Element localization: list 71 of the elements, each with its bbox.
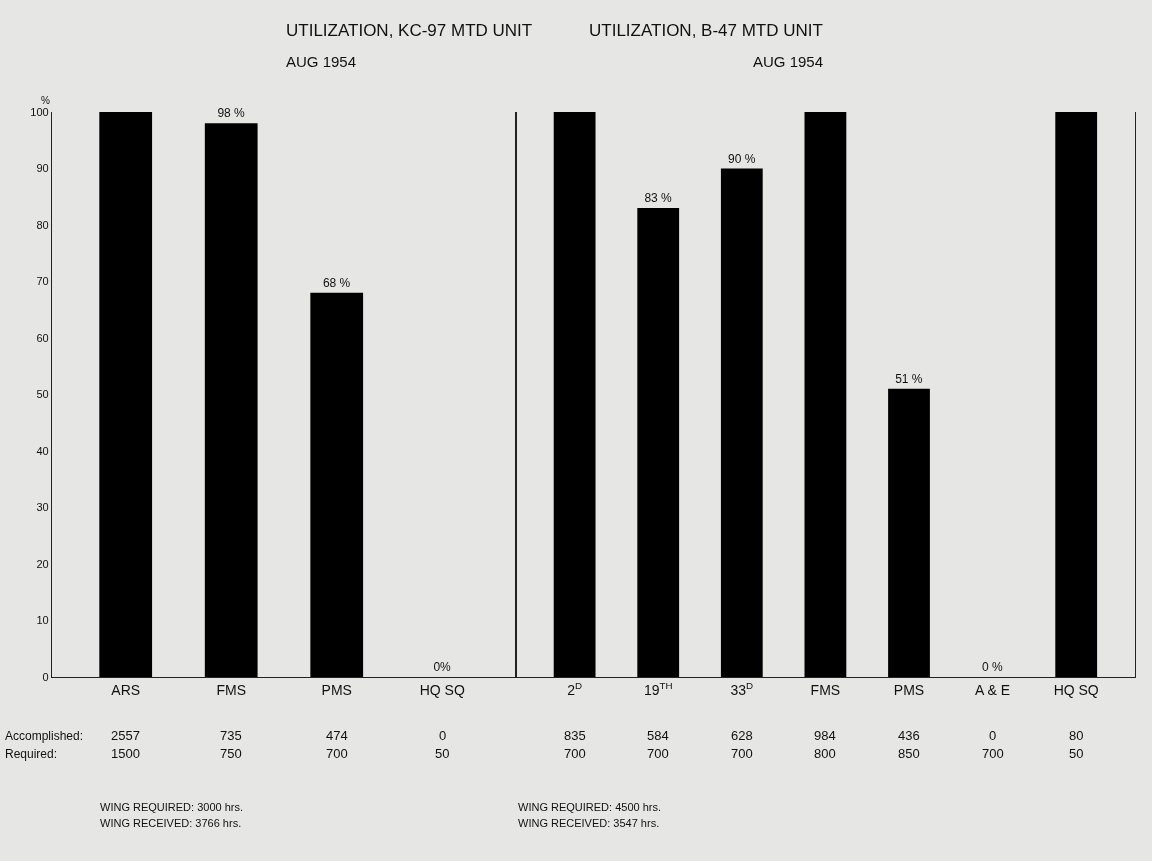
data-label: 98 % xyxy=(217,106,246,121)
data-label: 0 % xyxy=(982,660,1004,674)
text: Accomplished: xyxy=(5,729,84,743)
y-tick-label: 90 xyxy=(36,162,49,175)
bar xyxy=(637,208,680,677)
text: 0 xyxy=(989,728,997,743)
data-label: 51 % xyxy=(895,371,923,386)
x-tick-label: FMS xyxy=(216,681,246,698)
text: 584 xyxy=(647,728,669,743)
y-tick-label: 40 xyxy=(36,444,49,457)
x-tick-label: PMS xyxy=(893,681,925,698)
y-tick-label: 0 xyxy=(42,670,49,683)
x-tick-label: A & E xyxy=(975,681,1011,698)
x-tick-label: HQ SQ xyxy=(419,681,465,698)
text: 850 xyxy=(898,746,920,761)
text: 835 xyxy=(564,728,586,743)
text: 628 xyxy=(731,728,753,743)
y-tick-label: 60 xyxy=(36,331,49,344)
y-tick-label: 20 xyxy=(36,557,49,570)
text: 700 xyxy=(326,746,348,761)
text: WING REQUIRED: 3000 hrs. xyxy=(100,801,244,813)
bar xyxy=(553,112,596,677)
text: 474 xyxy=(326,728,348,743)
bar xyxy=(1055,112,1098,677)
text: 700 xyxy=(647,746,669,761)
y-tick-label: 100 xyxy=(30,105,49,118)
x-tick-label: 19$^{TH}$ xyxy=(643,679,673,698)
x-tick-label: FMS xyxy=(810,681,841,698)
bar xyxy=(804,112,847,677)
data-label: 83 % xyxy=(644,191,673,206)
text: 80 xyxy=(1069,728,1084,743)
text: WING RECEIVED: 3766 hrs. xyxy=(100,817,242,829)
x-tick-label: 2$^{D}$ xyxy=(567,679,583,698)
text: 436 xyxy=(898,728,920,743)
text: 700 xyxy=(982,746,1004,761)
y-tick-label: 70 xyxy=(36,275,49,288)
text: 700 xyxy=(564,746,586,761)
text: 700 xyxy=(731,746,753,761)
chart-subtitle: AUG 1954 xyxy=(753,53,824,70)
text: Required: xyxy=(5,747,58,761)
text: 50 xyxy=(1069,746,1084,761)
text: 0 xyxy=(439,728,447,743)
y-tick-label: 50 xyxy=(36,388,49,401)
chart-title: UTILIZATION, B-47 MTD UNIT xyxy=(589,21,823,40)
text: 2557 xyxy=(111,728,140,743)
bar xyxy=(888,388,930,677)
text: 800 xyxy=(814,746,836,761)
data-label: 90 % xyxy=(727,151,756,166)
text: WING REQUIRED: 4500 hrs. xyxy=(518,801,662,813)
text: 984 xyxy=(814,728,836,743)
x-tick-label: 33$^{D}$ xyxy=(730,679,754,698)
chart-title: UTILIZATION, KC-97 MTD UNIT xyxy=(286,21,533,40)
y-tick-label: 80 xyxy=(36,218,49,231)
x-tick-label: ARS xyxy=(111,681,141,698)
chart-subtitle: AUG 1954 xyxy=(286,53,357,70)
x-tick-label: HQ SQ xyxy=(1053,681,1099,698)
bar xyxy=(310,292,364,677)
data-label: 68 % xyxy=(322,275,351,290)
bar xyxy=(99,112,153,677)
text: 750 xyxy=(220,746,242,761)
y-tick-label: 10 xyxy=(36,614,49,627)
text: WING RECEIVED: 3547 hrs. xyxy=(518,817,660,829)
bar xyxy=(204,123,258,677)
x-tick-label: PMS xyxy=(321,681,352,698)
bar xyxy=(720,168,763,677)
y-axis-title: % xyxy=(41,95,50,106)
y-tick-label: 30 xyxy=(36,501,49,514)
text: 1500 xyxy=(111,746,140,761)
data-label: 0% xyxy=(433,660,452,674)
text: 735 xyxy=(220,728,242,743)
text: 50 xyxy=(435,746,450,761)
